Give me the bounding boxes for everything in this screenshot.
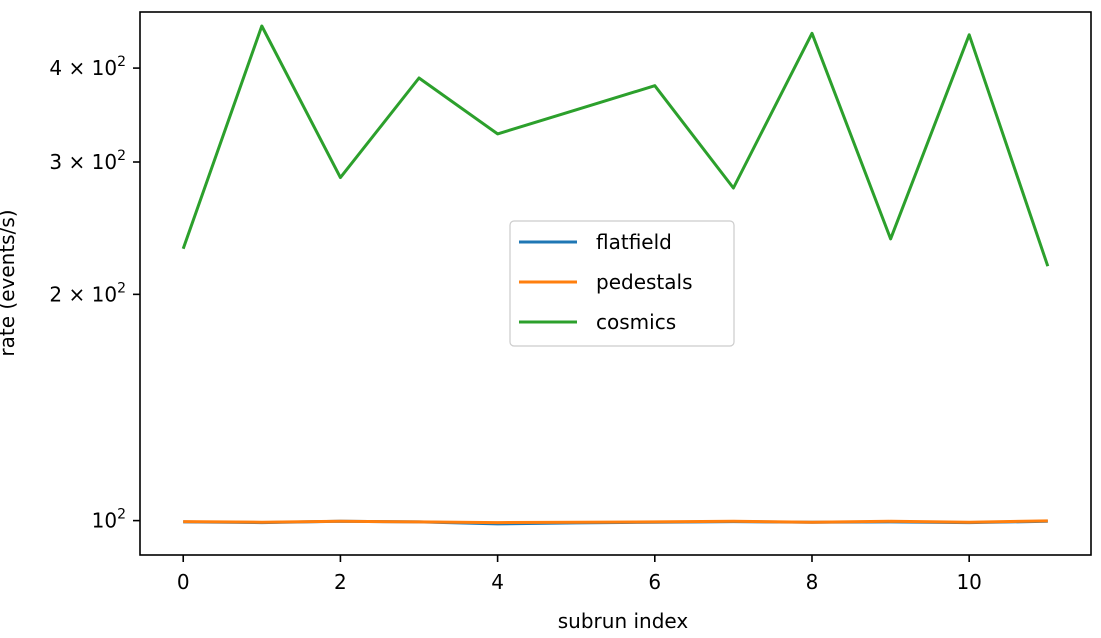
- legend-box: [509, 220, 735, 347]
- y-tick-label: 2 × 102: [49, 280, 126, 306]
- x-tick-label: 6: [648, 570, 661, 594]
- series-line-cosmics: [181, 24, 1050, 267]
- series-layer: [181, 24, 1050, 526]
- x-axis: 0 2 4 6 8 10: [177, 555, 982, 594]
- x-tick-label: 4: [491, 570, 504, 594]
- x-tick-label: 0: [177, 570, 190, 594]
- x-tick-label: 2: [334, 570, 347, 594]
- y-tick-label: 102: [92, 507, 126, 533]
- y-axis: 102 2 × 102 3 × 102 4 × 102: [49, 54, 140, 533]
- legend: flatfield pedestals cosmics: [509, 220, 735, 347]
- legend-label-pedestals: pedestals: [596, 270, 693, 294]
- x-tick-label: 8: [806, 570, 819, 594]
- legend-label-cosmics: cosmics: [596, 310, 676, 334]
- x-tick-label: 10: [956, 570, 981, 594]
- plot-frame: [139, 11, 1092, 556]
- y-axis-label: rate (events/s): [0, 209, 19, 356]
- y-tick-label: 4 × 102: [49, 54, 126, 80]
- x-axis-label: subrun index: [558, 609, 689, 633]
- y-tick-label: 3 × 102: [49, 148, 126, 174]
- series-line-pedestals: [183, 519, 1048, 525]
- legend-label-flatfield: flatfield: [596, 230, 672, 254]
